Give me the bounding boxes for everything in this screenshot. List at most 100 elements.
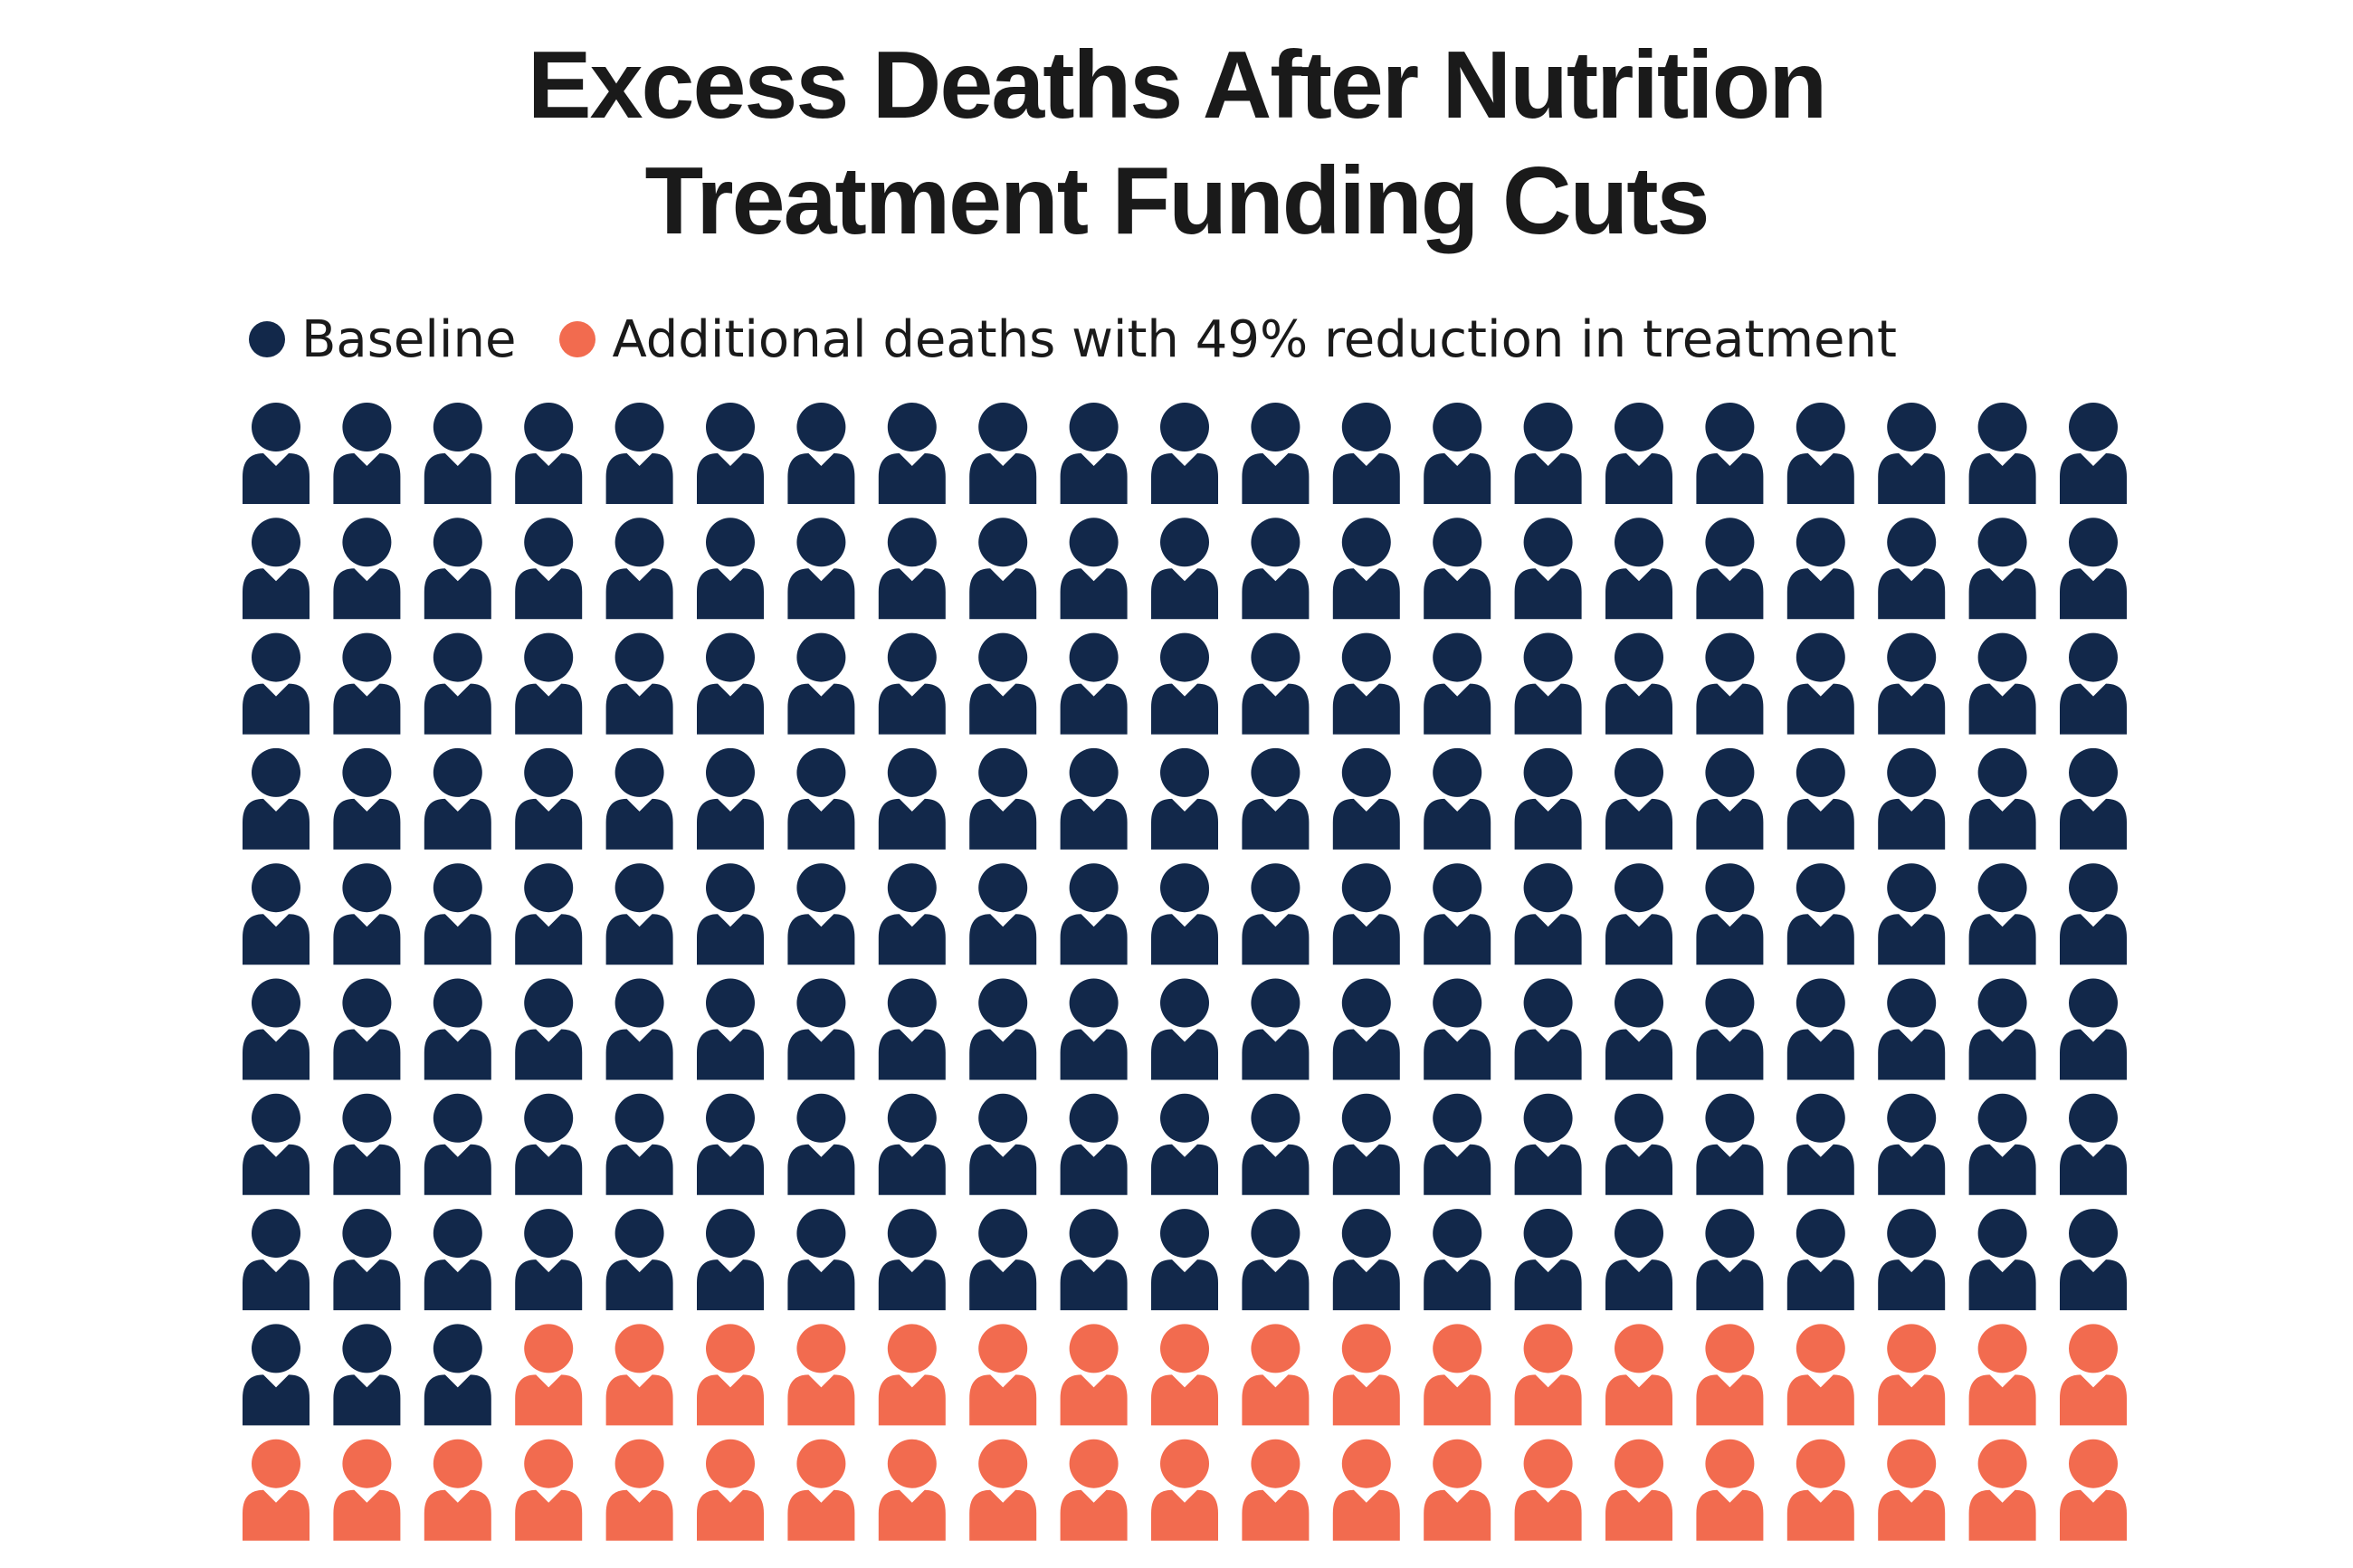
person-icon	[333, 1324, 401, 1426]
person-icon	[1060, 1439, 1128, 1541]
person-icon	[1878, 747, 1946, 850]
person-icon	[1514, 518, 1582, 620]
person-icon	[1332, 1439, 1400, 1541]
person-icon	[878, 632, 946, 735]
person-icon	[2060, 1209, 2127, 1311]
person-icon	[1968, 1093, 2036, 1195]
person-icon	[1060, 863, 1128, 965]
person-icon	[1332, 1209, 1400, 1311]
person-icon	[1242, 632, 1310, 735]
person-icon	[424, 1093, 491, 1195]
person-icon	[1605, 978, 1672, 1080]
person-icon	[515, 518, 583, 620]
person-icon	[605, 747, 673, 850]
person-icon	[697, 1439, 764, 1541]
person-icon	[1968, 747, 2036, 850]
person-icon	[1060, 518, 1128, 620]
person-icon	[605, 632, 673, 735]
person-icon	[697, 747, 764, 850]
person-icon	[1878, 1093, 1946, 1195]
person-icon	[1151, 632, 1218, 735]
person-icon	[1605, 403, 1672, 504]
person-icon	[605, 1439, 673, 1541]
person-icon	[1151, 863, 1218, 965]
person-icon	[605, 518, 673, 620]
person-icon	[2060, 978, 2127, 1080]
person-icon	[787, 978, 855, 1080]
person-icon	[1514, 978, 1582, 1080]
person-icon	[1696, 863, 1764, 965]
person-icon	[1424, 747, 1491, 850]
person-icon	[697, 1324, 764, 1426]
person-icon	[243, 1093, 310, 1195]
person-icon	[787, 1439, 855, 1541]
person-icon	[2060, 632, 2127, 735]
person-icon	[787, 632, 855, 735]
person-icon	[1878, 632, 1946, 735]
person-icon	[787, 403, 855, 504]
chart-legend: Baseline Additional deaths with 49% redu…	[249, 308, 1940, 371]
person-icon	[1514, 632, 1582, 735]
person-icon	[1878, 518, 1946, 620]
person-icon	[243, 1209, 310, 1311]
person-icon	[697, 403, 764, 504]
person-icon	[969, 1209, 1037, 1311]
person-icon	[2060, 747, 2127, 850]
person-icon	[515, 1093, 583, 1195]
person-icon	[243, 747, 310, 850]
person-icon	[1332, 863, 1400, 965]
person-icon	[969, 1324, 1037, 1426]
person-icon	[1332, 403, 1400, 504]
person-icon	[1424, 1093, 1491, 1195]
person-icon	[605, 978, 673, 1080]
person-icon	[697, 978, 764, 1080]
person-icon	[1242, 1439, 1310, 1541]
person-icon	[1060, 1093, 1128, 1195]
person-icon	[333, 863, 401, 965]
person-icon	[1696, 632, 1764, 735]
person-icon	[2060, 1324, 2127, 1426]
person-icon	[1424, 518, 1491, 620]
person-icon	[1332, 978, 1400, 1080]
person-icon	[1060, 747, 1128, 850]
person-icon	[878, 747, 946, 850]
person-icon	[1242, 1324, 1310, 1426]
person-icon	[243, 978, 310, 1080]
person-icon	[1424, 863, 1491, 965]
person-icon	[243, 403, 310, 504]
person-icon	[1242, 518, 1310, 620]
person-icon	[515, 632, 583, 735]
person-icon	[1968, 518, 2036, 620]
person-icon	[878, 978, 946, 1080]
person-icon	[1424, 978, 1491, 1080]
person-icon	[424, 518, 491, 620]
person-icon	[333, 747, 401, 850]
person-icon	[1060, 403, 1128, 504]
person-icon	[1786, 1324, 1854, 1426]
person-icon	[1242, 1209, 1310, 1311]
person-icon	[787, 1093, 855, 1195]
person-icon	[878, 518, 946, 620]
person-icon	[1151, 747, 1218, 850]
person-icon	[2060, 1093, 2127, 1195]
chart-title-line2: Treatment Funding Cuts	[644, 147, 1710, 254]
person-icon	[697, 863, 764, 965]
person-icon	[1514, 1209, 1582, 1311]
person-icon	[1060, 1209, 1128, 1311]
person-icon	[1968, 863, 2036, 965]
person-icon	[1968, 978, 2036, 1080]
person-icon	[1786, 403, 1854, 504]
person-icon	[515, 1439, 583, 1541]
person-icon	[1514, 863, 1582, 965]
person-icon	[1605, 1324, 1672, 1426]
person-icon	[1424, 1439, 1491, 1541]
person-icon	[424, 403, 491, 504]
person-icon	[878, 402, 946, 504]
person-icon	[1605, 518, 1672, 620]
legend-dot-baseline	[249, 321, 285, 357]
person-icon	[424, 863, 491, 965]
person-icon	[1786, 1209, 1854, 1311]
person-icon	[878, 863, 946, 965]
person-icon	[787, 863, 855, 965]
person-icon	[1968, 1209, 2036, 1311]
